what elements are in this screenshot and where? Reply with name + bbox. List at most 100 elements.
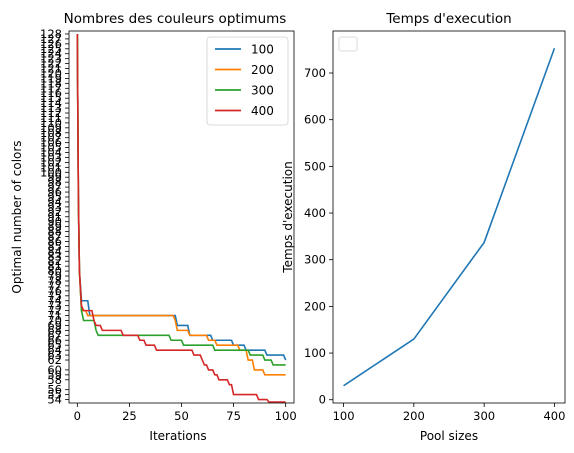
y-tick-label: 100 (304, 346, 326, 360)
chart2-xlabel: Pool sizes (420, 429, 478, 443)
x-tick-label: 25 (122, 409, 137, 423)
x-tick-label: 0 (74, 409, 81, 423)
series-line-400 (76, 33, 286, 403)
chart2-plot-frame (332, 30, 566, 404)
y-tick-label: 84 (47, 244, 62, 258)
y-tick-label: 79 (47, 269, 62, 283)
chart2-ticks: 100 200 300 400 0 100 200 300 400 500 600 700 (304, 66, 565, 423)
y-tick-label: 56 (47, 383, 62, 397)
x-tick-label: 300 (473, 409, 495, 423)
y-tick-label: 120 (40, 66, 62, 80)
chart2-ylabel: Temps d'execution (281, 161, 295, 273)
y-tick-label: 74 (47, 294, 62, 308)
x-tick-label: 75 (226, 409, 241, 423)
y-tick-label: 96 (47, 185, 62, 199)
y-tick-label: 81 (47, 259, 62, 273)
y-tick-label: 83 (47, 249, 62, 263)
y-tick-label: 108 (40, 126, 62, 140)
chart1-title: Nombres des couleurs optimums (64, 11, 287, 27)
y-tick-label: 95 (47, 190, 62, 204)
y-tick-label: 55 (47, 388, 62, 402)
y-tick-label: 114 (40, 96, 62, 110)
y-tick-label: 119 (40, 71, 62, 85)
y-tick-label: 63 (47, 348, 62, 362)
y-tick-label: 600 (304, 113, 326, 127)
y-tick-label: 72 (47, 304, 62, 318)
y-tick-label: 121 (40, 62, 62, 76)
y-tick-label: 69 (47, 318, 62, 332)
chart1-ticks: 0 25 50 75 100 545556585960626364656667686970… (40, 27, 297, 423)
y-tick-label: 400 (304, 206, 326, 220)
y-tick-label: 75 (47, 289, 62, 303)
y-tick-label: 122 (40, 57, 62, 71)
y-tick-label: 58 (47, 373, 62, 387)
y-tick-label: 127 (40, 32, 62, 46)
x-tick-label: 100 (275, 409, 297, 423)
y-tick-label: 100 (40, 165, 62, 179)
y-tick-label: 73 (47, 299, 62, 313)
y-tick-label: 90 (47, 215, 62, 229)
x-tick-label: 50 (174, 409, 189, 423)
legend-label-400: 400 (251, 104, 274, 118)
optimal-colors-chart: Nombres des couleurs optimums 0 25 50 75 100… (10, 11, 297, 443)
series-line-0 (343, 47, 556, 387)
y-tick-label: 98 (47, 175, 62, 189)
y-tick-label: 76 (47, 284, 62, 298)
y-tick-label: 86 (47, 234, 62, 248)
y-tick-label: 0 (319, 393, 326, 407)
x-tick-label: 100 (333, 409, 355, 423)
y-tick-label: 117 (40, 81, 62, 95)
chart1-plot-frame (68, 30, 295, 404)
chart1-legend: 100 200 300 400 (206, 36, 289, 126)
y-tick-label: 78 (47, 274, 62, 288)
y-tick-label: 125 (40, 42, 62, 56)
y-tick-label: 103 (40, 150, 62, 164)
y-tick-label: 64 (47, 343, 62, 357)
y-tick-label: 200 (304, 299, 326, 313)
y-tick-label: 107 (40, 131, 62, 145)
y-tick-label: 115 (40, 91, 62, 105)
y-tick-label: 91 (47, 210, 62, 224)
y-tick-label: 113 (40, 101, 62, 115)
y-tick-label: 500 (304, 159, 326, 173)
series-line-300 (76, 33, 286, 366)
y-tick-label: 300 (304, 253, 326, 267)
y-tick-label: 118 (40, 76, 62, 90)
legend-box (206, 36, 289, 126)
y-tick-label: 82 (47, 254, 62, 268)
chart1-lines (76, 33, 287, 403)
chart2-lines (343, 47, 556, 387)
y-tick-label: 124 (40, 47, 62, 61)
y-tick-label: 102 (40, 155, 62, 169)
legend-label-300: 300 (251, 84, 274, 98)
y-tick-label: 99 (47, 170, 62, 184)
chart1-ylabel: Optimal number of colors (10, 140, 24, 293)
y-tick-label: 70 (47, 313, 62, 327)
y-tick-label: 110 (40, 116, 62, 130)
y-tick-label: 116 (40, 86, 62, 100)
chart2-legend (338, 36, 358, 52)
chart1-xlabel: Iterations (149, 429, 206, 443)
y-tick-label: 128 (40, 27, 62, 41)
y-tick-label: 66 (47, 333, 62, 347)
y-tick-label: 104 (40, 146, 62, 160)
y-tick-label: 65 (47, 338, 62, 352)
y-tick-label: 59 (47, 368, 62, 382)
y-tick-label: 71 (47, 309, 62, 323)
y-tick-label: 111 (40, 111, 62, 125)
x-tick-label: 400 (543, 409, 565, 423)
y-tick-label: 87 (47, 230, 62, 244)
chart2-title: Temps d'execution (385, 11, 511, 27)
y-tick-label: 89 (47, 220, 62, 234)
execution-time-chart: Temps d'execution 100 200 300 400 0 100 200 300… (281, 11, 565, 443)
y-tick-label: 68 (47, 323, 62, 337)
y-tick-label: 60 (47, 363, 62, 377)
y-tick-label: 93 (47, 200, 62, 214)
y-tick-label: 112 (40, 106, 62, 120)
y-tick-label: 77 (47, 279, 62, 293)
y-tick-label: 94 (47, 195, 62, 209)
y-tick-label: 106 (40, 136, 62, 150)
chart2-legend-box (338, 36, 358, 52)
y-tick-label: 126 (40, 37, 62, 51)
